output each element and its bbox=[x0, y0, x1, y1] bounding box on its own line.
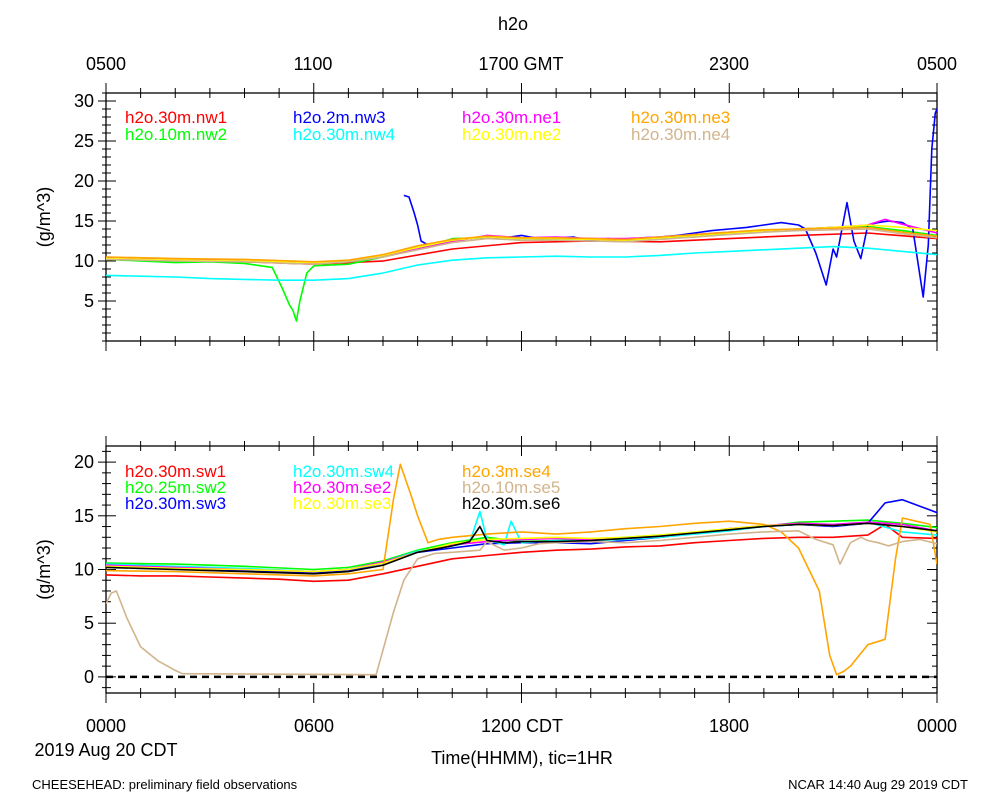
chart-title: h2o bbox=[498, 14, 528, 34]
bottom-tick-label-0: 0000 bbox=[86, 716, 126, 736]
footer-left: CHEESEHEAD: preliminary field observatio… bbox=[32, 777, 298, 792]
legend-entry-h2o-25m-sw2: h2o.25m.sw2 bbox=[125, 478, 226, 497]
date-label: 2019 Aug 20 CDT bbox=[34, 740, 177, 760]
legend-entry-h2o-30m-se3: h2o.30m.se3 bbox=[293, 494, 391, 513]
legend-entry-h2o-30m-sw4: h2o.30m.sw4 bbox=[293, 462, 394, 481]
y-axis-label: (g/m^3) bbox=[34, 187, 54, 247]
y-tick-label: 25 bbox=[74, 131, 94, 151]
series-line-h2o-30m-se2 bbox=[106, 521, 937, 573]
bottom-tick-label-3: 1800 bbox=[709, 716, 749, 736]
legend-entry-h2o-2m-nw3: h2o.2m.nw3 bbox=[293, 108, 386, 127]
legend-entry-h2o-10m-nw2: h2o.10m.nw2 bbox=[125, 125, 227, 144]
series-line-h2o-30m-nw4 bbox=[106, 245, 937, 282]
bottom-tick-label-1: 0600 bbox=[294, 716, 334, 736]
legend-entry-h2o-10m-se5: h2o.10m.se5 bbox=[462, 478, 560, 497]
legend-entry-h2o-30m-ne3: h2o.30m.ne3 bbox=[631, 108, 730, 127]
legend-entry-h2o-30m-ne2: h2o.30m.ne2 bbox=[462, 125, 561, 144]
y-tick-label: 5 bbox=[84, 613, 94, 633]
series-line-h2o-3m-se4 bbox=[106, 463, 937, 676]
y-tick-label: 10 bbox=[74, 560, 94, 580]
series-line-h2o-30m-se6 bbox=[106, 522, 937, 575]
top-tick-label-0: 0500 bbox=[86, 54, 126, 74]
top-tick-label-4: 0500 bbox=[917, 54, 957, 74]
series-line-h2o-10m-se5 bbox=[106, 529, 937, 676]
legend-entry-h2o-30m-se6: h2o.30m.se6 bbox=[462, 494, 560, 513]
y-tick-label: 0 bbox=[84, 667, 94, 687]
bottom-tick-label-2: 1200 CDT bbox=[481, 716, 563, 736]
y-tick-label: 20 bbox=[74, 452, 94, 472]
legend-entry-h2o-30m-sw1: h2o.30m.sw1 bbox=[125, 462, 226, 481]
y-tick-label: 20 bbox=[74, 171, 94, 191]
y-tick-label: 5 bbox=[84, 291, 94, 311]
panel-bottom: 05101520(g/m^3)h2o.30m.sw1h2o.25m.sw2h2o… bbox=[34, 436, 938, 703]
y-axis-label: (g/m^3) bbox=[34, 539, 54, 599]
top-tick-label-1: 1100 bbox=[294, 54, 333, 74]
footer-right: NCAR 14:40 Aug 29 2019 CDT bbox=[788, 777, 968, 792]
legend-entry-h2o-3m-se4: h2o.3m.se4 bbox=[462, 462, 551, 481]
series-line-h2o-25m-sw2 bbox=[106, 519, 937, 571]
series-line-h2o-30m-ne4 bbox=[106, 228, 937, 266]
legend-entry-h2o-30m-ne1: h2o.30m.ne1 bbox=[462, 108, 561, 127]
legend-entry-h2o-30m-sw3: h2o.30m.sw3 bbox=[125, 494, 226, 513]
legend-entry-h2o-30m-se2: h2o.30m.se2 bbox=[293, 478, 391, 497]
bottom-tick-label-4: 0000 bbox=[917, 716, 957, 736]
x-axis-label: Time(HHMM), tic=1HR bbox=[431, 748, 613, 768]
legend-entry-h2o-30m-nw1: h2o.30m.nw1 bbox=[125, 108, 227, 127]
y-tick-label: 30 bbox=[74, 91, 94, 111]
top-tick-label-2: 1700 GMT bbox=[478, 54, 563, 74]
panel-top: 5 10 15 20 25 30 (g/m^3) h2o.30m.nw1h2o.10m.nw2… bbox=[34, 83, 938, 351]
y-tick-label: 15 bbox=[74, 506, 94, 526]
y-tick-label: 15 bbox=[74, 211, 94, 231]
series-line-h2o-30m-sw1 bbox=[106, 523, 937, 583]
legend-entry-h2o-30m-nw4: h2o.30m.nw4 bbox=[293, 125, 395, 144]
legend-entry-h2o-30m-ne4: h2o.30m.ne4 bbox=[631, 125, 730, 144]
y-tick-label: 10 bbox=[74, 251, 94, 271]
series-line-h2o-30m-ne3 bbox=[106, 226, 937, 263]
top-tick-label-3: 2300 bbox=[709, 54, 749, 74]
